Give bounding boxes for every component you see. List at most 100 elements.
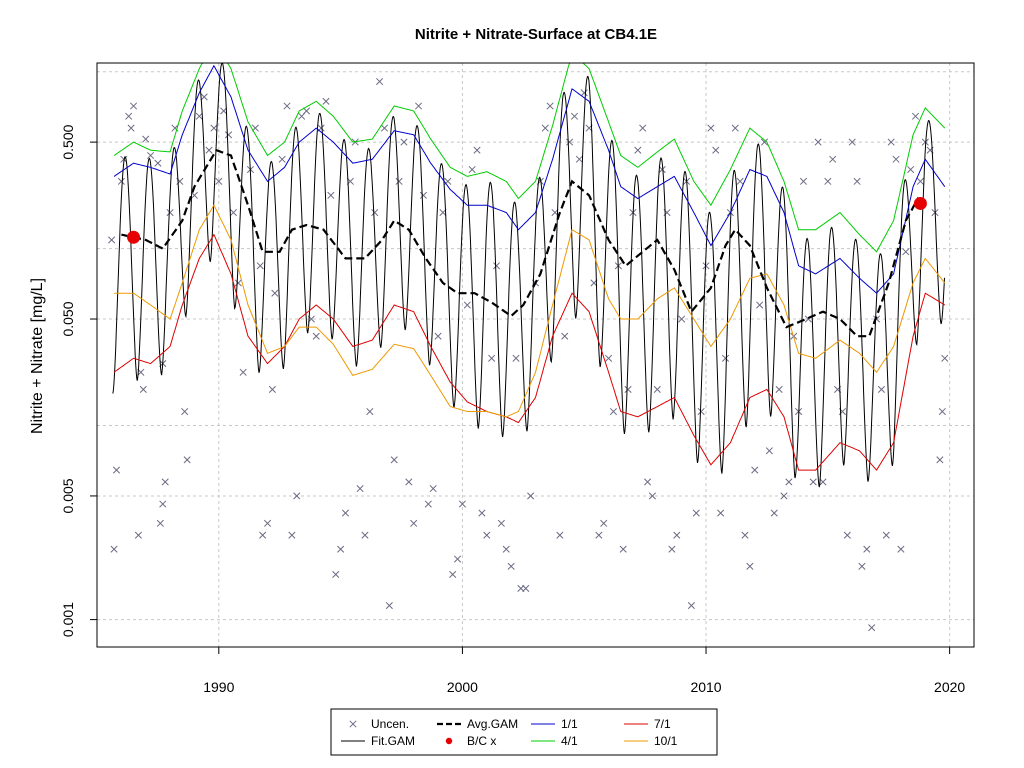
- uncen-point: [877, 385, 885, 393]
- uncen-point: [911, 112, 920, 120]
- uncen-point: [263, 519, 272, 527]
- uncen-point: [259, 531, 267, 539]
- uncen-point: [916, 177, 924, 185]
- y-tick-label: 0.050: [60, 301, 76, 336]
- uncen-point: [624, 385, 632, 393]
- uncen-point: [380, 124, 389, 132]
- legend-symbol-dot: [445, 737, 453, 745]
- uncen-point: [142, 135, 150, 143]
- uncen-point: [770, 509, 778, 517]
- legend-label: 1/1: [561, 717, 578, 731]
- uncen-point: [361, 531, 369, 539]
- uncen-point: [848, 138, 856, 146]
- uncen-point: [239, 368, 247, 376]
- uncen-point: [268, 385, 276, 393]
- uncen-point: [644, 478, 652, 486]
- uncen-point: [799, 177, 808, 185]
- uncen-point: [147, 151, 155, 160]
- uncen-point: [283, 102, 291, 110]
- legend-box: [330, 708, 718, 756]
- uncen-point: [478, 509, 486, 517]
- uncen-point: [166, 208, 174, 217]
- uncen-point: [322, 97, 330, 105]
- x-tick-label: 2020: [934, 679, 965, 695]
- x-tick-label: 1990: [203, 679, 234, 695]
- uncen-point: [707, 124, 715, 132]
- uncen-point: [887, 138, 895, 146]
- uncen-point: [125, 112, 133, 120]
- uncen-point: [570, 112, 579, 120]
- uncen-point: [824, 177, 832, 185]
- uncen-point: [829, 155, 837, 163]
- uncen-point: [595, 531, 603, 539]
- uncen-point: [449, 570, 457, 578]
- uncen-point: [522, 584, 530, 592]
- y-tick-label: 0.500: [60, 124, 76, 159]
- uncen-point: [312, 332, 320, 340]
- uncen-point: [159, 500, 167, 508]
- uncen-point: [702, 262, 710, 270]
- uncen-point: [653, 385, 661, 393]
- uncen-point: [546, 102, 554, 110]
- uncen-point: [429, 485, 437, 493]
- uncen-point: [658, 165, 666, 174]
- bc-point: [127, 230, 141, 244]
- uncen-point: [868, 624, 876, 632]
- uncen-point: [356, 485, 364, 493]
- uncen-point: [497, 519, 505, 527]
- uncen-point: [405, 478, 413, 486]
- uncen-point: [687, 602, 695, 610]
- uncen-point: [858, 562, 866, 570]
- bc-points: [127, 196, 927, 244]
- uncen-point: [580, 89, 588, 97]
- uncen-point: [668, 545, 676, 553]
- uncen-point: [892, 155, 900, 163]
- uncen-point: [814, 138, 822, 146]
- uncen-point: [215, 177, 223, 185]
- uncen-point: [234, 279, 242, 287]
- uncen-point: [512, 354, 520, 362]
- uncen-point: [673, 531, 681, 539]
- legend-label: B/C x: [467, 734, 496, 748]
- uncen-point: [337, 545, 345, 553]
- uncen-point: [278, 155, 286, 163]
- uncen-point: [527, 492, 535, 500]
- uncen-point: [341, 509, 350, 517]
- uncen-point: [139, 385, 147, 393]
- uncen-point: [648, 492, 656, 500]
- uncensored-points: [108, 77, 949, 632]
- uncen-point: [736, 177, 744, 185]
- uncen-point: [507, 562, 515, 570]
- uncen-point: [110, 545, 118, 553]
- uncen-point: [112, 466, 121, 474]
- grid: [97, 63, 974, 647]
- chart-title: Nitrite + Nitrate-Surface at CB4.1E: [415, 26, 657, 43]
- uncen-point: [941, 354, 949, 362]
- uncen-point: [741, 531, 749, 539]
- uncen-point: [134, 531, 142, 539]
- uncen-point: [468, 165, 476, 174]
- uncen-point: [619, 545, 627, 553]
- uncen-point: [785, 478, 793, 486]
- x-tick-label: 2010: [690, 679, 721, 695]
- uncen-point: [205, 146, 213, 154]
- uncen-point: [678, 315, 686, 323]
- plot-frame: [96, 62, 975, 648]
- uncen-point: [492, 262, 501, 270]
- uncen-point: [419, 191, 427, 199]
- uncen-point: [566, 138, 574, 146]
- x-tick-label: 2000: [447, 679, 478, 695]
- uncen-point: [171, 124, 179, 132]
- uncen-point: [605, 354, 613, 362]
- uncen-point: [366, 407, 374, 416]
- uncen-point: [882, 531, 890, 539]
- uncen-point: [371, 208, 379, 217]
- uncen-point: [271, 289, 279, 297]
- uncen-point: [936, 456, 944, 464]
- uncen-point: [775, 385, 783, 393]
- uncen-point: [190, 191, 198, 199]
- uncen-point: [424, 500, 432, 508]
- uncen-point: [609, 407, 618, 416]
- uncen-point: [127, 124, 135, 132]
